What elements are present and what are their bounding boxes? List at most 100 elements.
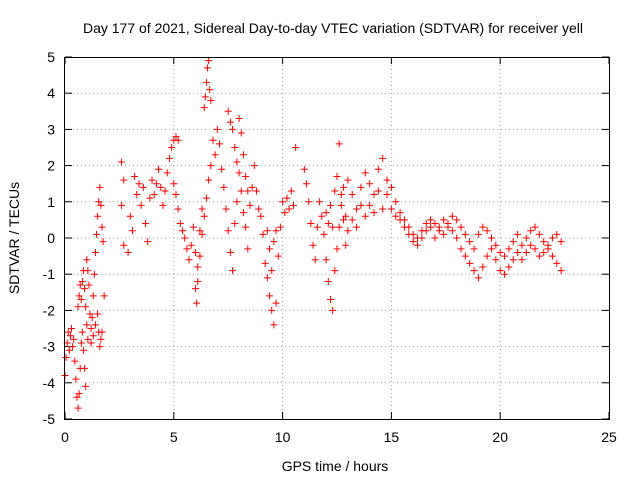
data-point <box>268 267 276 275</box>
data-point <box>100 292 108 300</box>
data-point <box>300 165 308 173</box>
data-point <box>540 238 548 246</box>
data-point <box>535 230 543 238</box>
x-axis-label: GPS time / hours <box>282 458 389 474</box>
data-point <box>124 248 132 256</box>
data-point <box>96 183 104 191</box>
data-point <box>194 263 202 271</box>
data-point <box>353 223 361 231</box>
data-point <box>496 248 504 256</box>
data-point <box>348 216 356 224</box>
data-point <box>99 238 107 246</box>
data-point <box>98 328 106 336</box>
data-point <box>192 285 200 293</box>
data-point <box>84 267 92 275</box>
data-point <box>457 223 465 231</box>
data-point <box>440 230 448 238</box>
data-point <box>466 259 474 267</box>
data-point <box>75 390 83 398</box>
data-point <box>133 191 141 199</box>
data-point <box>74 303 82 311</box>
data-point <box>453 234 461 242</box>
data-point <box>237 129 245 137</box>
data-point <box>396 216 404 224</box>
data-point <box>324 277 332 285</box>
data-point <box>557 267 565 275</box>
data-point <box>285 205 293 213</box>
data-point <box>201 93 209 101</box>
y-tick-label: 5 <box>47 49 55 65</box>
data-point <box>187 241 195 249</box>
data-point <box>68 325 76 332</box>
x-tick-label: 20 <box>492 429 508 445</box>
data-point <box>142 220 150 228</box>
data-point <box>266 292 274 300</box>
data-point <box>501 270 509 278</box>
data-point <box>344 227 352 235</box>
data-point <box>259 230 267 238</box>
data-point <box>193 299 201 307</box>
data-point <box>470 267 478 275</box>
data-point <box>94 212 102 220</box>
data-point <box>157 183 165 191</box>
data-point <box>305 198 313 206</box>
data-point <box>535 252 543 260</box>
grid-lines <box>65 57 609 419</box>
data-point <box>531 245 539 253</box>
data-point <box>396 209 404 217</box>
data-point <box>174 205 182 213</box>
data-point <box>91 321 99 329</box>
data-point <box>307 220 315 228</box>
data-point <box>181 234 189 242</box>
data-point <box>501 252 509 260</box>
data-point <box>509 256 517 264</box>
data-point <box>313 223 321 231</box>
data-point <box>279 198 287 206</box>
x-tick-label: 5 <box>170 429 178 445</box>
data-point <box>342 212 350 220</box>
data-point <box>69 343 77 351</box>
data-point <box>487 234 495 242</box>
data-point <box>144 238 152 246</box>
data-point <box>342 241 350 249</box>
data-point <box>168 144 176 151</box>
data-point <box>161 187 169 195</box>
data-point <box>409 238 417 246</box>
data-point <box>120 176 128 184</box>
y-tick-label: -4 <box>43 375 56 391</box>
data-point <box>270 238 278 246</box>
data-point <box>487 245 495 253</box>
data-point <box>172 191 180 199</box>
data-point <box>255 205 263 213</box>
data-point <box>118 158 126 166</box>
data-points <box>61 57 565 412</box>
data-point <box>206 86 214 94</box>
data-point <box>66 332 74 340</box>
data-point <box>163 169 171 177</box>
data-point <box>159 201 167 209</box>
data-point <box>553 230 561 238</box>
data-point <box>326 201 334 209</box>
data-point <box>505 263 513 271</box>
data-point <box>89 332 97 340</box>
data-point <box>357 201 365 209</box>
data-point <box>97 201 105 209</box>
data-point <box>470 245 478 253</box>
data-point <box>453 216 461 224</box>
data-point <box>527 227 535 235</box>
data-point <box>553 259 561 267</box>
data-point <box>272 227 280 235</box>
data-point <box>496 267 504 275</box>
data-point <box>361 169 369 177</box>
data-point <box>335 223 343 231</box>
data-point <box>77 296 85 304</box>
y-tick-label: 4 <box>47 85 55 101</box>
data-point <box>170 180 178 188</box>
data-point <box>387 183 395 191</box>
data-point <box>374 165 382 173</box>
data-point <box>204 64 212 72</box>
data-point <box>174 136 182 144</box>
data-point <box>400 223 408 231</box>
data-point <box>78 328 86 336</box>
data-point <box>431 220 439 228</box>
